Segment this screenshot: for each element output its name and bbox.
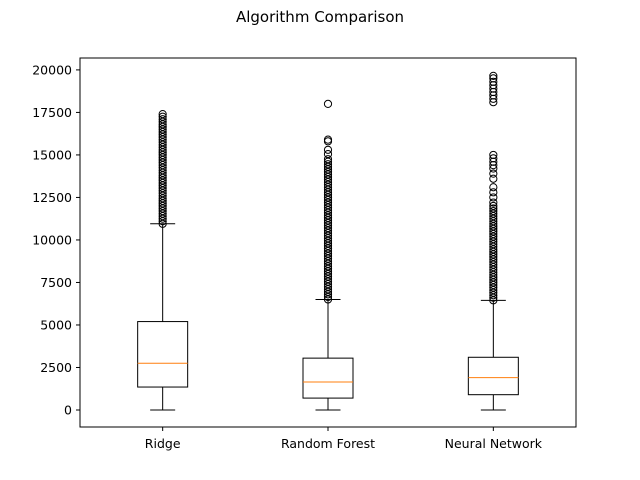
box-iqr bbox=[467, 356, 519, 396]
y-tick-label: 12500 bbox=[32, 190, 72, 205]
y-tick-label: 7500 bbox=[40, 275, 72, 290]
box-iqr bbox=[137, 321, 189, 388]
outlier-point bbox=[489, 204, 498, 213]
box-iqr bbox=[302, 357, 354, 399]
outlier-point bbox=[158, 112, 167, 121]
outlier-point bbox=[158, 110, 167, 119]
outlier-point bbox=[489, 77, 498, 86]
outlier-point bbox=[323, 135, 333, 144]
outlier-point bbox=[489, 183, 498, 192]
y-tick-label: 20000 bbox=[32, 62, 72, 77]
outlier-point bbox=[323, 99, 333, 109]
x-tick-label: Random Forest bbox=[281, 436, 375, 451]
outlier-point bbox=[489, 154, 498, 163]
outlier-point bbox=[323, 145, 333, 154]
y-tick-label: 10000 bbox=[32, 232, 72, 247]
y-tick-label: 2500 bbox=[40, 360, 72, 375]
plot-area: 0 2500 5000 7500 10000 12500 15000 17500 20000 Ri… bbox=[32, 57, 577, 451]
y-tick-label: 17500 bbox=[32, 105, 72, 120]
y-tick-label: 5000 bbox=[40, 317, 72, 332]
outlier-point bbox=[158, 115, 167, 124]
outlier-point bbox=[489, 193, 498, 202]
outlier-point bbox=[323, 160, 333, 169]
outlier-point bbox=[489, 174, 498, 183]
x-tick-label: Ridge bbox=[145, 436, 181, 451]
x-tick-label: Neural Network bbox=[445, 436, 543, 451]
outlier-point bbox=[489, 74, 498, 83]
chart-title: Algorithm Comparison bbox=[236, 8, 404, 26]
outlier-point bbox=[489, 169, 498, 178]
outlier-point bbox=[323, 149, 333, 159]
outlier-point bbox=[489, 201, 498, 211]
outlier-point bbox=[489, 206, 498, 216]
y-tick-label: 0 bbox=[64, 402, 72, 417]
outlier-point bbox=[489, 198, 498, 207]
outlier-point bbox=[489, 71, 498, 80]
outlier-point bbox=[489, 150, 498, 160]
outlier-point bbox=[489, 188, 498, 197]
y-tick-label: 15000 bbox=[32, 147, 72, 162]
outlier-point bbox=[323, 155, 333, 164]
